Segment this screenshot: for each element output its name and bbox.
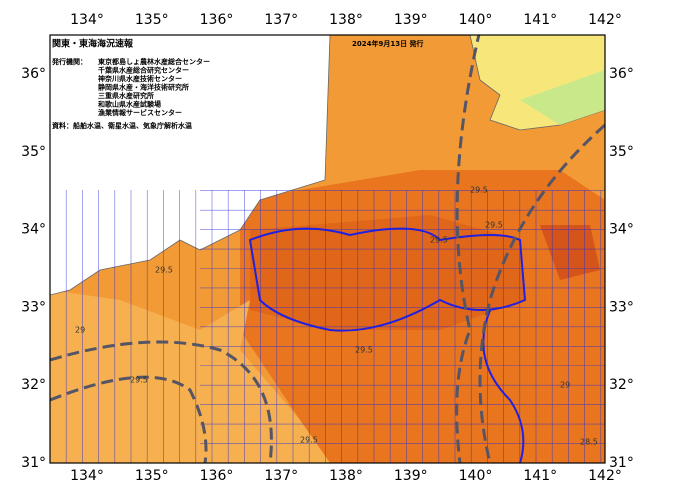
lat-label: 34° <box>609 222 634 238</box>
lat-label: 33° <box>21 299 46 315</box>
grid <box>50 190 605 463</box>
contour-label: 29.5 <box>355 346 373 355</box>
lat-label: 35° <box>609 144 634 160</box>
warm-core <box>250 215 525 330</box>
lon-label: 134° <box>70 468 104 484</box>
issuer-label: 発行機関： <box>51 57 87 66</box>
lon-label: 142° <box>588 12 622 28</box>
title: 関東・東海海況速報 <box>52 38 134 50</box>
lat-label: 31° <box>609 455 634 471</box>
cool-zone <box>50 290 330 463</box>
contour-label: 29.5 <box>300 436 318 445</box>
lon-label: 135° <box>135 468 169 484</box>
map-area <box>50 35 605 463</box>
lat-label: 32° <box>609 377 634 393</box>
lon-label: 137° <box>264 12 298 28</box>
lon-label: 139° <box>394 468 428 484</box>
kuroshio-axis <box>478 123 605 463</box>
lat-label: 36° <box>21 66 46 82</box>
date: 2024年9月13日 発行 <box>352 39 424 48</box>
kuroshio-axis <box>455 35 481 463</box>
lon-label: 142° <box>588 468 622 484</box>
lon-label: 141° <box>523 468 557 484</box>
lon-label: 140° <box>459 12 493 28</box>
contour-label: 29.5 <box>155 266 173 275</box>
frame <box>49 34 606 464</box>
lon-label: 135° <box>135 12 169 28</box>
issuer: 静岡県水産・海洋技術研究所 <box>98 83 189 92</box>
warm-spot <box>540 225 600 280</box>
coastal-water <box>520 70 605 125</box>
issuer: 神奈川県水産技術センター <box>98 74 182 83</box>
issuer: 三重県水産研究所 <box>98 91 154 100</box>
issuer: 漁業情報サービスセンター <box>98 108 182 117</box>
lon-label: 134° <box>70 12 104 28</box>
kuroshio-axis <box>50 340 273 463</box>
contour <box>248 227 527 332</box>
contour-label: 29.5 <box>430 236 448 245</box>
contour <box>482 309 525 463</box>
lon-label: 136° <box>200 468 234 484</box>
lon-label: 141° <box>523 12 557 28</box>
issuer: 和歌山県水産試験場 <box>97 100 161 109</box>
lon-label: 139° <box>394 12 428 28</box>
labels: 134° 134° 135° 135° 136° 136° 137° 137° 138° 138°… <box>21 12 634 484</box>
lat-label: 31° <box>21 455 46 471</box>
contour-label: 29 <box>560 381 570 390</box>
contour-label: 29.5 <box>130 376 148 385</box>
lat-label: 36° <box>609 66 634 82</box>
lon-label: 138° <box>329 12 363 28</box>
kuroshio-axis <box>50 375 208 463</box>
contour-label: 28.5 <box>580 438 598 447</box>
lon-label: 140° <box>459 468 493 484</box>
contour-label: 29.5 <box>485 221 503 230</box>
issuer: 東京都島しょ農林水産総合センター <box>98 57 210 66</box>
lon-label: 136° <box>200 12 234 28</box>
lat-label: 34° <box>21 222 46 238</box>
contour-label: 29.5 <box>470 186 488 195</box>
lon-label: 137° <box>264 468 298 484</box>
source: 資料：船舶水温、衛星水温、気象庁解析水温 <box>52 121 192 130</box>
lat-label: 32° <box>21 377 46 393</box>
issuer: 千葉県水産総合研究センター <box>98 66 189 75</box>
lat-label: 35° <box>21 144 46 160</box>
lat-label: 33° <box>609 299 634 315</box>
contour-label: 29 <box>75 326 85 335</box>
land-west <box>50 35 331 296</box>
lon-label: 138° <box>329 468 363 484</box>
